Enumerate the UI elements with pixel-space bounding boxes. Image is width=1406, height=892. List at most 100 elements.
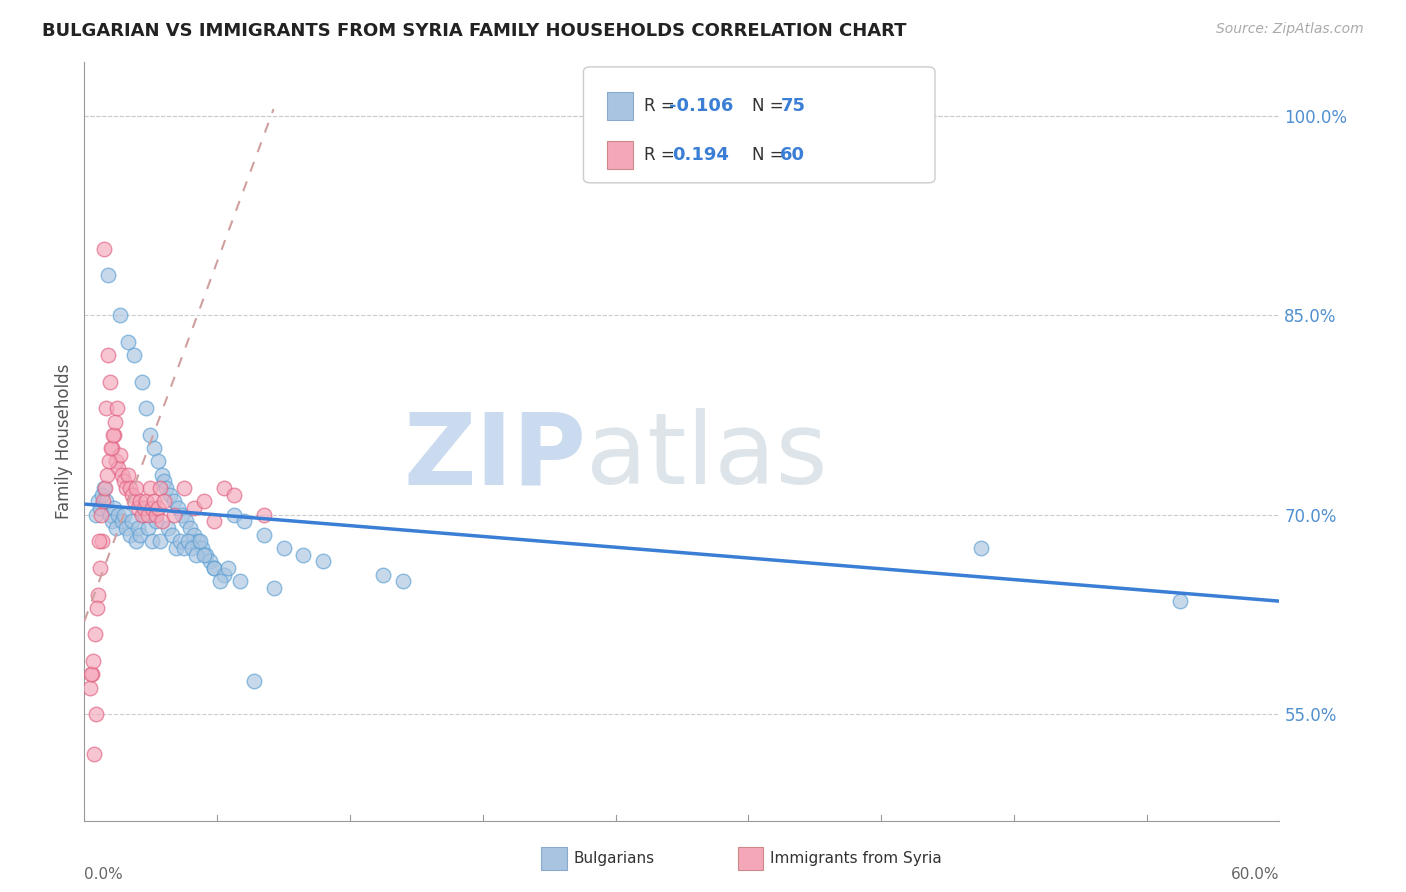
Point	[96, 467, 118, 482]
Point	[149, 534, 172, 549]
Point	[105, 454, 128, 468]
Point	[145, 508, 167, 522]
Point	[970, 541, 993, 555]
Point	[139, 481, 162, 495]
Point	[143, 494, 166, 508]
Text: ZIP: ZIP	[404, 409, 586, 505]
Point	[121, 514, 143, 528]
Point	[94, 481, 117, 495]
Point	[129, 494, 152, 508]
Point	[263, 581, 285, 595]
Point	[117, 467, 139, 482]
Point	[242, 673, 264, 688]
Point	[97, 348, 120, 362]
Point	[91, 534, 114, 549]
Point	[136, 521, 159, 535]
Point	[212, 481, 235, 495]
Point	[87, 494, 110, 508]
Point	[105, 521, 128, 535]
Point	[110, 308, 132, 322]
Point	[135, 401, 157, 416]
Point	[112, 508, 135, 522]
Text: -0.106: -0.106	[669, 97, 734, 115]
Point	[202, 561, 225, 575]
Point	[373, 567, 395, 582]
Point	[103, 428, 125, 442]
Point	[107, 461, 129, 475]
Point	[110, 448, 132, 462]
Point	[82, 667, 104, 681]
Point	[101, 514, 124, 528]
Text: 60: 60	[780, 146, 806, 164]
Point	[159, 488, 181, 502]
Point	[191, 541, 214, 555]
Point	[181, 541, 204, 555]
Text: R =: R =	[644, 146, 681, 164]
Point	[90, 508, 112, 522]
Text: R =: R =	[644, 97, 681, 115]
Point	[141, 501, 163, 516]
Point	[117, 334, 139, 349]
Point	[229, 574, 252, 589]
Point	[129, 527, 152, 541]
Point	[392, 574, 415, 589]
Point	[122, 348, 145, 362]
Point	[253, 508, 276, 522]
Point	[79, 681, 101, 695]
Point	[82, 654, 104, 668]
Point	[89, 534, 111, 549]
Point	[222, 508, 245, 522]
Point	[97, 268, 120, 283]
Point	[149, 481, 172, 495]
Point	[177, 534, 200, 549]
Point	[212, 567, 235, 582]
Point	[136, 508, 159, 522]
Point	[105, 401, 128, 416]
Point	[86, 600, 108, 615]
Text: 60.0%: 60.0%	[1232, 867, 1279, 882]
Point	[173, 481, 195, 495]
Point	[165, 541, 187, 555]
Text: Bulgarians: Bulgarians	[574, 852, 655, 866]
Point	[143, 441, 166, 455]
Point	[217, 561, 239, 575]
Point	[104, 415, 127, 429]
Point	[222, 488, 245, 502]
Point	[101, 441, 124, 455]
Point	[98, 508, 121, 522]
Point	[86, 707, 108, 722]
Point	[89, 501, 111, 516]
Point	[150, 514, 173, 528]
Point	[98, 454, 121, 468]
Point	[121, 488, 143, 502]
Text: Immigrants from Syria: Immigrants from Syria	[770, 852, 942, 866]
Point	[83, 747, 105, 761]
Point	[84, 627, 107, 641]
Point	[125, 481, 148, 495]
Point	[198, 554, 221, 568]
Text: 75: 75	[780, 97, 806, 115]
Point	[127, 501, 149, 516]
Point	[111, 514, 134, 528]
Point	[120, 481, 142, 495]
Point	[184, 548, 207, 562]
Point	[146, 454, 169, 468]
Point	[96, 494, 118, 508]
Point	[173, 541, 195, 555]
Point	[188, 534, 211, 549]
Point	[232, 514, 254, 528]
Point	[153, 475, 176, 489]
Point	[170, 508, 193, 522]
Point	[183, 501, 205, 516]
Point	[167, 501, 190, 516]
Point	[89, 561, 111, 575]
Point	[155, 481, 177, 495]
Text: BULGARIAN VS IMMIGRANTS FROM SYRIA FAMILY HOUSEHOLDS CORRELATION CHART: BULGARIAN VS IMMIGRANTS FROM SYRIA FAMIL…	[42, 22, 907, 40]
Point	[163, 494, 186, 508]
Text: 0.0%: 0.0%	[84, 867, 124, 882]
Point	[91, 494, 114, 508]
Text: 0.194: 0.194	[672, 146, 728, 164]
Point	[292, 548, 315, 562]
Point	[131, 508, 153, 522]
Point	[193, 494, 215, 508]
